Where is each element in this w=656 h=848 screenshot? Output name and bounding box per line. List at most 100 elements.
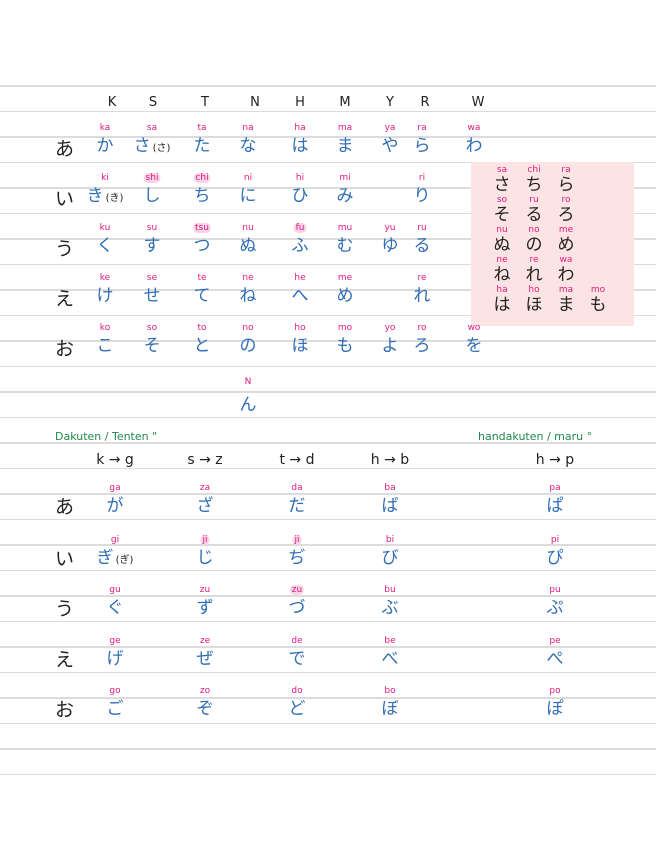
- column-header: H: [295, 95, 305, 110]
- romaji-label: ga: [109, 483, 121, 493]
- romaji-label: so: [496, 195, 508, 205]
- kana-character: ろ: [413, 336, 431, 356]
- kana-character: り: [413, 186, 431, 206]
- kana-character: ば: [381, 496, 399, 516]
- kana-character: の: [525, 235, 543, 255]
- romaji-label: ne: [242, 273, 254, 283]
- kana-character: わ: [465, 136, 483, 156]
- kana-note: (さ): [152, 143, 171, 154]
- rule-line: [0, 748, 656, 750]
- kana-character: ぶ: [381, 598, 399, 618]
- romaji-label: me: [337, 273, 353, 283]
- kana-character: で: [288, 649, 306, 669]
- column-header: M: [339, 95, 351, 110]
- romaji-label: tsu: [193, 223, 211, 233]
- kana-character: よ: [381, 336, 399, 356]
- kana-character: げ: [106, 649, 124, 669]
- romaji-label: chi: [527, 165, 541, 175]
- row-label: い: [55, 548, 75, 570]
- romaji-label: ha: [496, 285, 508, 295]
- rule-line: [0, 187, 656, 189]
- rule-line: [0, 595, 656, 597]
- kana-character: ご: [106, 699, 124, 719]
- romaji-label: shi: [143, 173, 161, 183]
- conversion-header: h → b: [370, 452, 410, 468]
- similar-kana-box: [471, 162, 634, 326]
- kana-character: ぴ: [546, 548, 564, 568]
- romaji-label: ra: [561, 165, 571, 175]
- kana-character: び: [381, 548, 399, 568]
- rule-line: [0, 671, 656, 673]
- romaji-label: ze: [199, 636, 211, 646]
- romaji-label: bi: [385, 535, 395, 545]
- kana-note: (き): [105, 193, 124, 204]
- romaji-label: zo: [199, 686, 211, 696]
- kana-character: ね: [493, 265, 511, 285]
- column-header: W: [471, 95, 485, 110]
- romaji-label: mu: [337, 223, 353, 233]
- kana-character: ち: [525, 175, 543, 195]
- kana-character: く: [96, 236, 114, 256]
- kana-character: ざ: [196, 496, 214, 516]
- row-label: お: [55, 699, 75, 721]
- conversion-header: t → d: [279, 452, 315, 468]
- romaji-label: ta: [197, 123, 207, 133]
- romaji-label: te: [197, 273, 207, 283]
- kana-character: ぽ: [546, 699, 564, 719]
- kana-character: た: [193, 136, 211, 156]
- row-label: え: [55, 288, 75, 310]
- kana-character: ぜ: [196, 649, 214, 669]
- romaji-label: yu: [384, 223, 396, 233]
- rule-line: [0, 289, 656, 291]
- rule-line: [0, 391, 656, 393]
- romaji-label: ji: [292, 535, 302, 545]
- romaji-label: no: [528, 225, 540, 235]
- romaji-label: ha: [294, 123, 306, 133]
- kana-character: ぐ: [106, 598, 124, 618]
- rule-line: [0, 314, 656, 316]
- kana-character: ぬ: [239, 236, 257, 256]
- kana-character: か: [96, 136, 114, 156]
- kana-character: せ: [143, 286, 161, 306]
- kana-character: へ: [291, 286, 309, 306]
- romaji-label: ma: [558, 285, 574, 295]
- romaji-label: ku: [99, 223, 111, 233]
- kana-character: ち: [193, 186, 211, 206]
- rule-line: [0, 340, 656, 342]
- rule-line: [0, 722, 656, 724]
- column-header: N: [250, 95, 260, 110]
- row-label: う: [55, 238, 75, 260]
- rule-line: [0, 544, 656, 546]
- kana-character: だ: [288, 496, 306, 516]
- romaji-label: mo: [590, 285, 606, 295]
- romaji-label: ni: [243, 173, 253, 183]
- romaji-label: ho: [294, 323, 306, 333]
- romaji-label: pa: [549, 483, 561, 493]
- column-header: T: [201, 95, 209, 110]
- kana-character: る: [525, 205, 543, 225]
- kana-character: も: [589, 295, 607, 315]
- conversion-header: s → z: [187, 452, 223, 468]
- row-label: あ: [55, 138, 75, 160]
- kana-character: ぼ: [381, 699, 399, 719]
- conversion-header: h → p: [535, 452, 575, 468]
- romaji-label: pi: [550, 535, 560, 545]
- romaji-label: ma: [337, 123, 353, 133]
- romaji-label: wa: [559, 255, 573, 265]
- rule-line: [0, 263, 656, 265]
- column-header: K: [107, 95, 117, 110]
- kana-character: ほ: [525, 295, 543, 315]
- kana-character: さ (さ): [133, 136, 171, 156]
- romaji-label: be: [384, 636, 396, 646]
- kana-character: ん: [239, 395, 257, 415]
- kana-character: ず: [196, 598, 214, 618]
- kana-character: じ: [196, 548, 214, 568]
- romaji-label: wa: [467, 123, 481, 133]
- kana-character: は: [493, 295, 511, 315]
- kana-character: ぢ: [288, 548, 306, 568]
- kana-character: ぺ: [546, 649, 564, 669]
- rule-line: [0, 365, 656, 367]
- row-label: あ: [55, 496, 75, 518]
- kana-character: ひ: [291, 186, 309, 206]
- romaji-label: do: [291, 686, 303, 696]
